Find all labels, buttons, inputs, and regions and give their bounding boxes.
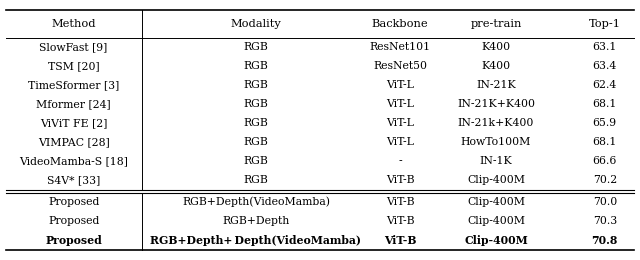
Text: ViT-L: ViT-L [386, 99, 414, 109]
Text: 68.1: 68.1 [593, 137, 617, 147]
Text: ResNet50: ResNet50 [373, 61, 427, 71]
Text: 63.4: 63.4 [593, 61, 617, 71]
Text: Proposed: Proposed [48, 197, 99, 207]
Text: 68.1: 68.1 [593, 99, 617, 109]
Text: ViViT FE [2]: ViViT FE [2] [40, 118, 108, 128]
Text: pre-train: pre-train [470, 19, 522, 29]
Text: 70.3: 70.3 [593, 216, 617, 226]
Text: VIMPAC [28]: VIMPAC [28] [38, 137, 109, 147]
Text: Backbone: Backbone [372, 19, 428, 29]
Text: IN-1K: IN-1K [479, 156, 513, 166]
Text: IN-21K: IN-21K [476, 80, 516, 90]
Text: Clip-400M: Clip-400M [467, 216, 525, 226]
Text: K400: K400 [481, 42, 511, 52]
Text: RGB: RGB [244, 137, 268, 147]
Text: -: - [398, 156, 402, 166]
Text: ViT-B: ViT-B [386, 197, 414, 207]
Text: 70.0: 70.0 [593, 197, 617, 207]
Text: RGB: RGB [244, 61, 268, 71]
Text: RGB+Depth+ Depth(VideoMamba): RGB+Depth+ Depth(VideoMamba) [150, 235, 362, 246]
Text: RGB+Depth(VideoMamba): RGB+Depth(VideoMamba) [182, 197, 330, 207]
Text: VideoMamba-S [18]: VideoMamba-S [18] [19, 156, 128, 166]
Text: Method: Method [51, 19, 96, 29]
Text: Top-1: Top-1 [589, 19, 621, 29]
Text: IN-21K+K400: IN-21K+K400 [457, 99, 535, 109]
Text: RGB: RGB [244, 80, 268, 90]
Text: Proposed: Proposed [48, 216, 99, 226]
Text: RGB+Depth: RGB+Depth [222, 216, 290, 226]
Text: Clip-400M: Clip-400M [467, 175, 525, 185]
Text: ViT-L: ViT-L [386, 80, 414, 90]
Text: Clip-400M: Clip-400M [467, 197, 525, 207]
Text: 65.9: 65.9 [593, 118, 617, 128]
Text: Mformer [24]: Mformer [24] [36, 99, 111, 109]
Text: Clip-400M: Clip-400M [464, 235, 528, 246]
Text: K400: K400 [481, 61, 511, 71]
Text: S4V* [33]: S4V* [33] [47, 175, 100, 185]
Text: Proposed: Proposed [45, 235, 102, 246]
Text: TimeSformer [3]: TimeSformer [3] [28, 80, 119, 90]
Text: 70.8: 70.8 [591, 235, 618, 246]
Text: 63.1: 63.1 [593, 42, 617, 52]
Text: RGB: RGB [244, 156, 268, 166]
Text: IN-21k+K400: IN-21k+K400 [458, 118, 534, 128]
Text: ViT-B: ViT-B [386, 216, 414, 226]
Text: ViT-B: ViT-B [384, 235, 416, 246]
Text: SlowFast [9]: SlowFast [9] [40, 42, 108, 52]
Text: RGB: RGB [244, 42, 268, 52]
Text: RGB: RGB [244, 118, 268, 128]
Text: RGB: RGB [244, 175, 268, 185]
Text: 66.6: 66.6 [593, 156, 617, 166]
Text: 62.4: 62.4 [593, 80, 617, 90]
Text: Modality: Modality [230, 19, 282, 29]
Text: ViT-L: ViT-L [386, 137, 414, 147]
Text: ResNet101: ResNet101 [369, 42, 431, 52]
Text: ViT-L: ViT-L [386, 118, 414, 128]
Text: ViT-B: ViT-B [386, 175, 414, 185]
Text: 70.2: 70.2 [593, 175, 617, 185]
Text: RGB: RGB [244, 99, 268, 109]
Text: HowTo100M: HowTo100M [461, 137, 531, 147]
Text: TSM [20]: TSM [20] [48, 61, 99, 71]
